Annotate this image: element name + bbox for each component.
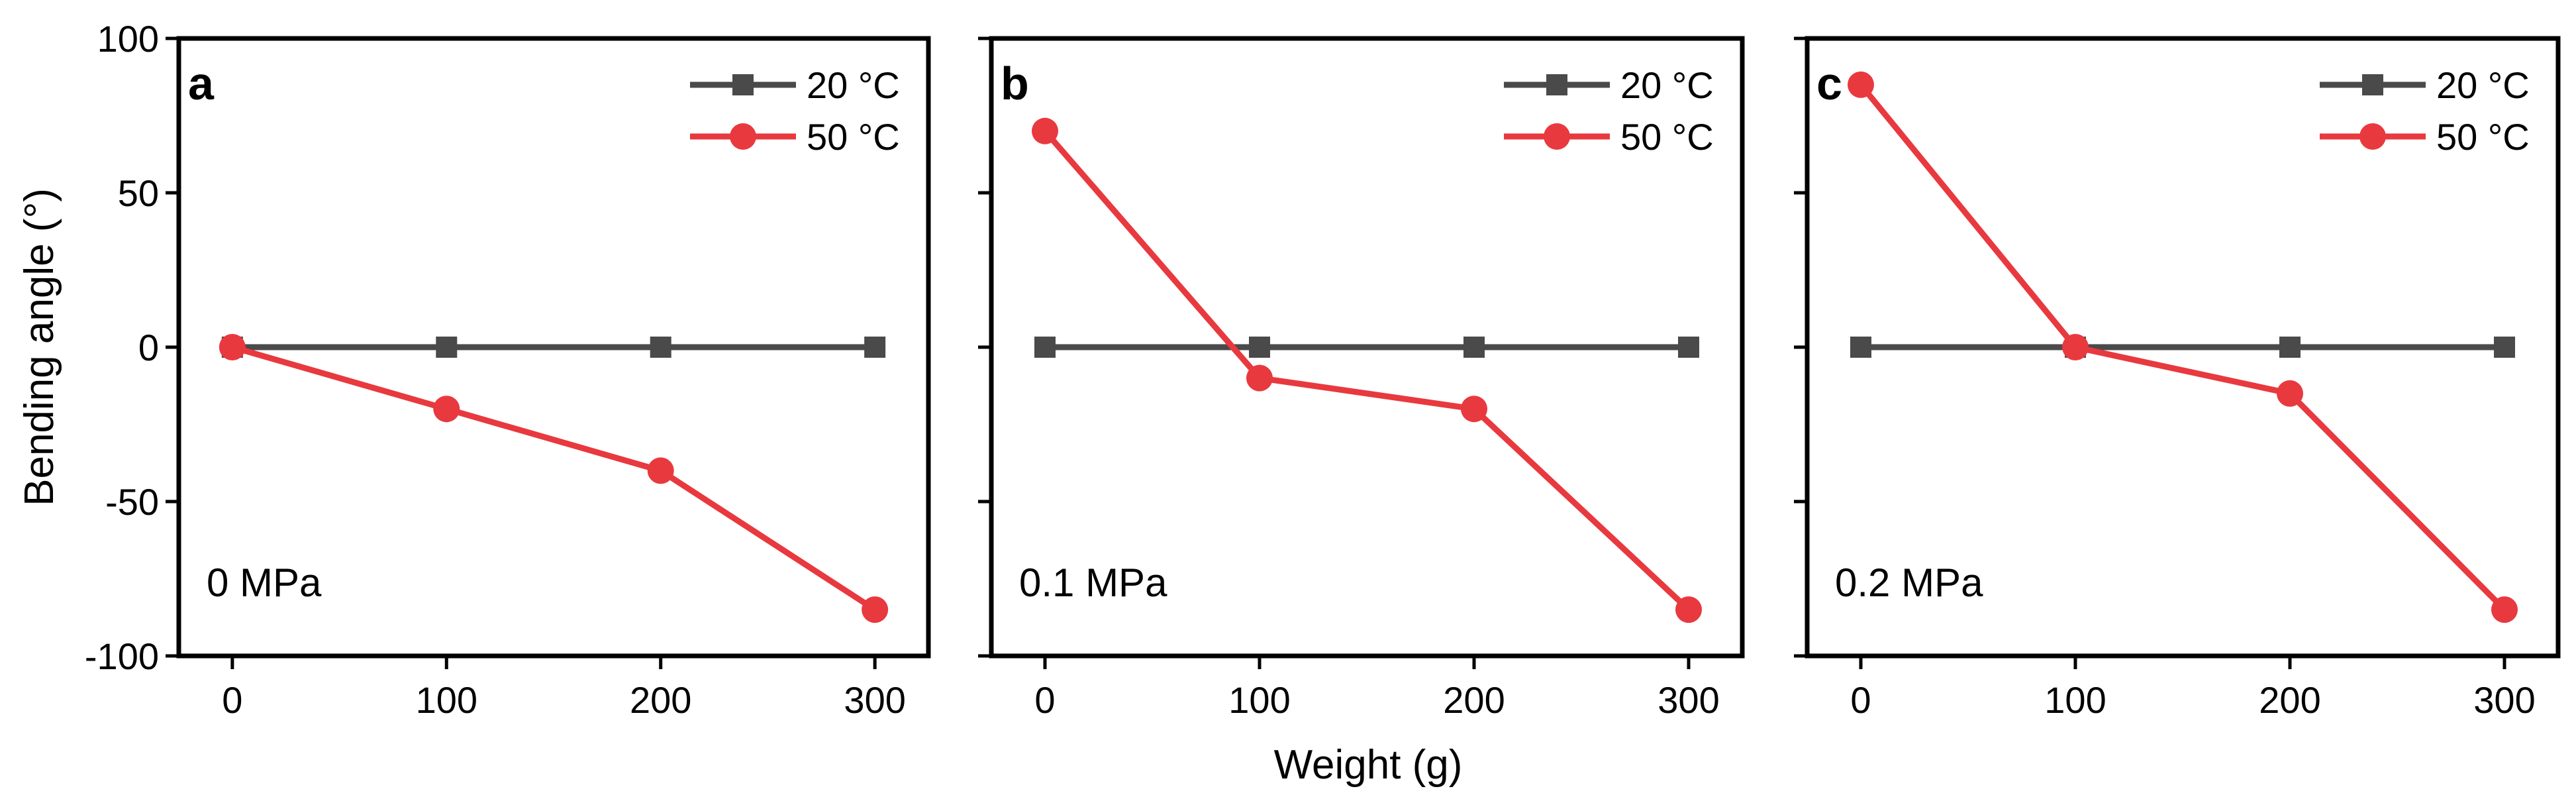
- data-point-circle: [2491, 596, 2518, 623]
- legend: 20 °C 50 °C: [1504, 64, 1714, 158]
- data-point-circle: [647, 457, 674, 484]
- x-axis-title: Weight (g): [1274, 742, 1463, 788]
- x-tick-label: 300: [2473, 679, 2535, 721]
- series-line: [1858, 83, 2507, 612]
- legend-marker-square: [732, 74, 754, 95]
- legend-label: 50 °C: [1620, 116, 1714, 158]
- legend-marker-circle: [1544, 123, 1570, 150]
- y-tick-label: -50: [105, 481, 159, 523]
- data-point-circle: [2062, 334, 2089, 360]
- legend-label: 50 °C: [2436, 116, 2530, 158]
- legend-label: 50 °C: [807, 116, 900, 158]
- data-point-circle: [219, 334, 246, 360]
- x-tick-label: 100: [1228, 679, 1290, 721]
- panel-letter: b: [1001, 58, 1029, 109]
- legend: 20 °C 50 °C: [2320, 64, 2530, 158]
- x-tick-label: 0: [222, 679, 242, 721]
- x-tick-label: 100: [2044, 679, 2106, 721]
- y-axis-title: Bending angle (°): [17, 188, 62, 506]
- data-point-square: [650, 337, 671, 358]
- panel-letter: a: [188, 58, 215, 109]
- data-point-circle: [1675, 596, 1702, 623]
- panel-letter: c: [1816, 58, 1842, 109]
- x-tick-label: 0: [1034, 679, 1055, 721]
- x-tick-label: 100: [416, 679, 477, 721]
- legend-label: 20 °C: [807, 64, 900, 106]
- data-point-square: [1034, 337, 1056, 358]
- x-tick-label: 200: [1443, 679, 1505, 721]
- legend-label: 20 °C: [1620, 64, 1714, 106]
- x-tick-label: 300: [844, 679, 905, 721]
- legend-marker-square: [2362, 74, 2383, 95]
- legend-marker-square: [1546, 74, 1567, 95]
- y-tick-label: 50: [118, 172, 159, 214]
- x-tick-label: 200: [2259, 679, 2320, 721]
- pressure-label: 0.1 MPa: [1019, 561, 1167, 605]
- y-tick-label: -100: [85, 635, 159, 677]
- x-tick-label: 0: [1850, 679, 1871, 721]
- data-point-square: [1249, 337, 1270, 358]
- y-tick-label: 0: [138, 327, 159, 368]
- data-point-square: [1850, 337, 1871, 358]
- data-point-circle: [1246, 364, 1273, 392]
- series-line: [231, 344, 877, 612]
- series-line: [1042, 129, 1691, 612]
- legend-label: 20 °C: [2436, 64, 2530, 106]
- data-point-square: [2494, 337, 2515, 358]
- data-point-square: [1678, 337, 1699, 358]
- pressure-label: 0 MPa: [207, 561, 322, 605]
- y-tick-label: 100: [97, 18, 159, 60]
- x-tick-label: 300: [1658, 679, 1719, 721]
- data-point-circle: [1848, 71, 1874, 98]
- data-point-circle: [1032, 117, 1058, 144]
- legend: 20 °C 50 °C: [690, 64, 900, 158]
- panel-a: 100 50 0 -50 -100 0 100 200 300 a 0 MPa 20 °C 50 °C: [85, 18, 931, 721]
- panel-c: 0 100 200 300 c 0.2 MPa 20 °C 50 °C: [1794, 36, 2561, 721]
- legend-marker-circle: [2359, 123, 2386, 150]
- x-tick-label: 200: [630, 679, 691, 721]
- data-point-square: [2279, 337, 2301, 358]
- data-point-circle: [2277, 380, 2303, 407]
- legend-marker-circle: [730, 123, 756, 150]
- data-point-square: [864, 337, 886, 358]
- data-point-circle: [433, 396, 460, 423]
- data-point-circle: [862, 596, 889, 623]
- pressure-label: 0.2 MPa: [1835, 561, 1983, 605]
- data-point-circle: [1461, 396, 1487, 423]
- data-point-square: [1463, 337, 1485, 358]
- data-point-square: [436, 337, 458, 358]
- panel-b: 0 100 200 300 b 0.1 MPa 20 °C 50 °C: [978, 36, 1745, 721]
